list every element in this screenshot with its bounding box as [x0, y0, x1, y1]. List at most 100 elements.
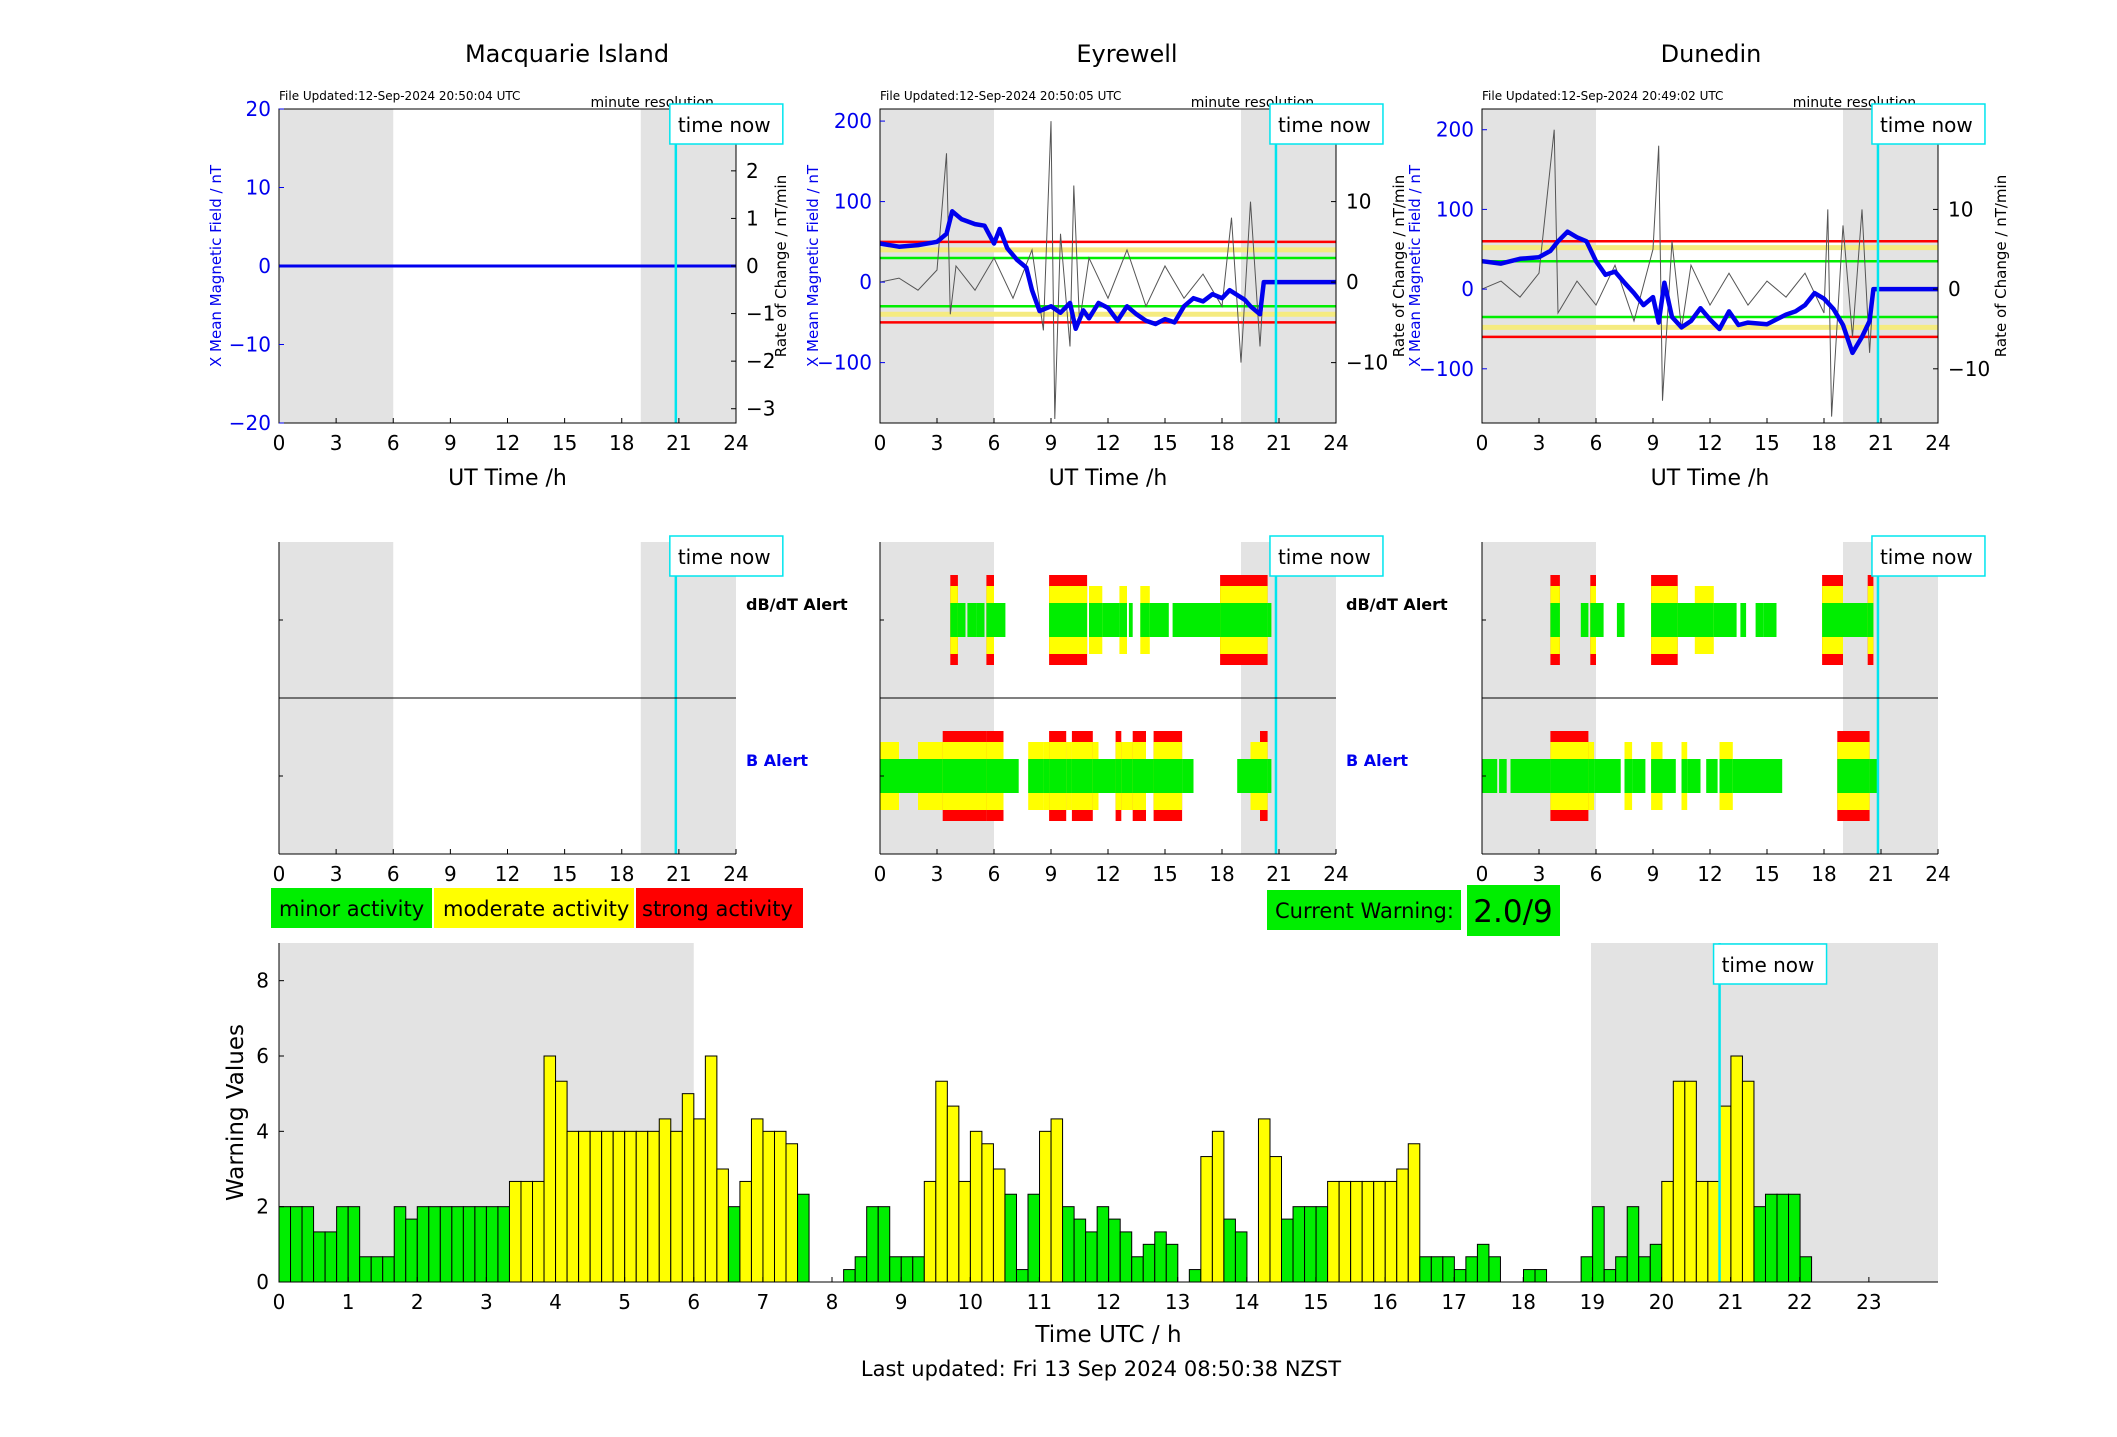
warning-bar — [520, 1180, 534, 1283]
time-now-label: time now — [1278, 545, 1371, 569]
warning-bar — [693, 1118, 706, 1283]
legend-moderate-label: moderate activity — [443, 897, 629, 921]
warning-bar — [1707, 1180, 1720, 1283]
alert-block-minor — [1132, 759, 1146, 793]
warning-bar — [1142, 1243, 1156, 1283]
time-now-label: time now — [1278, 113, 1371, 137]
left-y-axis-label: X Mean Magnetic Field / nT — [1406, 164, 1424, 367]
x-tick-label: 15 — [552, 431, 577, 455]
x-tick-label: 3 — [931, 431, 944, 455]
warning-bar — [543, 1055, 557, 1283]
y-tick-label: −100 — [817, 351, 872, 375]
y-tick-label: 100 — [834, 190, 872, 214]
warning-bar — [462, 1206, 476, 1283]
warning-bar — [1718, 1105, 1732, 1283]
warning-bar — [532, 1180, 545, 1283]
b-alert-label: B Alert — [746, 751, 808, 770]
alert-block-minor — [1596, 603, 1604, 637]
x-tick-label: 9 — [1045, 431, 1058, 455]
x-tick-label: 8 — [826, 1290, 839, 1314]
alert-block-minor — [1867, 603, 1874, 637]
y-tick-label: −10 — [229, 333, 271, 357]
alert-block-minor — [1662, 759, 1676, 793]
warning-bar — [1223, 1218, 1236, 1283]
alert-block-minor — [976, 603, 985, 637]
x-tick-label: 9 — [895, 1290, 908, 1314]
warning-bar — [1015, 1269, 1029, 1283]
x-tick-label: 24 — [723, 431, 748, 455]
warning-bar — [1188, 1269, 1202, 1283]
warning-bar — [1269, 1156, 1283, 1283]
warning-bar — [290, 1206, 303, 1283]
warning-bar — [336, 1206, 349, 1283]
alert-block-minor — [1755, 603, 1764, 637]
x-tick-label: 15 — [552, 862, 577, 886]
right-y-axis-label: Rate of Change / nT/min — [772, 175, 790, 357]
alert-block-minor — [986, 603, 994, 637]
warning-bar — [1361, 1180, 1375, 1283]
warning-bar — [647, 1130, 660, 1283]
x-tick-label: 3 — [931, 862, 944, 886]
warning-bar — [474, 1206, 487, 1283]
warning-bar — [451, 1206, 464, 1283]
warning-bar — [1488, 1256, 1501, 1283]
warning-bar — [785, 1143, 799, 1283]
title-dunedin: Dunedin — [1661, 40, 1762, 68]
alert-block-minor — [942, 759, 987, 793]
x-tick-label: 24 — [723, 862, 748, 886]
warning-bar — [1788, 1193, 1801, 1283]
warning-bar — [359, 1256, 372, 1283]
warning-bar — [497, 1206, 510, 1283]
warning-bar — [601, 1130, 614, 1283]
warning-bar — [1085, 1231, 1098, 1283]
warning-bar — [1799, 1256, 1813, 1283]
y-tick-label: 200 — [1436, 118, 1474, 142]
alert-block-minor — [1066, 759, 1072, 793]
right-y-axis-label: Rate of Change / nT/min — [1992, 175, 2010, 357]
x-tick-label: 7 — [757, 1290, 770, 1314]
y2-tick-label: 10 — [1346, 190, 1371, 214]
x-tick-label: 3 — [1533, 862, 1546, 886]
warning-bar — [1695, 1180, 1709, 1283]
night-shade — [1241, 109, 1336, 423]
time-now-label: time now — [1722, 953, 1815, 977]
warning-bar — [762, 1130, 775, 1283]
y-tick-label: 4 — [256, 1119, 269, 1143]
warning-bar — [439, 1206, 453, 1283]
alert-block-minor — [1028, 759, 1044, 793]
time-now-box — [669, 103, 784, 145]
warning-bar — [1131, 1256, 1144, 1283]
y-tick-label: −100 — [1419, 357, 1474, 381]
x-tick-label: 3 — [330, 431, 343, 455]
legend-minor-label: minor activity — [279, 897, 424, 921]
alert-block-minor — [957, 603, 966, 637]
alert-block-minor — [1677, 603, 1697, 637]
warning-bar — [1384, 1180, 1398, 1283]
file-updated-label: File Updated:12-Sep-2024 20:50:04 UTC — [279, 89, 520, 103]
time-now-label: time now — [1880, 113, 1973, 137]
warning-bar — [797, 1193, 810, 1283]
y2-tick-label: 0 — [1346, 270, 1359, 294]
warning-bar — [1304, 1206, 1317, 1283]
x-tick-label: 1 — [342, 1290, 355, 1314]
warning-bar — [1522, 1269, 1536, 1283]
alert-block-minor — [1550, 759, 1589, 793]
warning-bar — [313, 1231, 326, 1283]
alert-block-minor — [1267, 759, 1272, 793]
x-tick-label: 9 — [1647, 862, 1660, 886]
time-now-box — [1871, 535, 1986, 577]
y2-tick-label: −1 — [746, 302, 775, 326]
x-tick-label: 6 — [1590, 862, 1603, 886]
x-tick-label: 24 — [1925, 431, 1950, 455]
warning-values-chart: 0 1 2 3 4 5 6 7 8 9 10 11 12 13 14 15 16 17 18 19 20 21 22 2302… — [223, 943, 1938, 1348]
legend-strong-label: strong activity — [642, 897, 793, 921]
alert-block-minor — [1869, 759, 1878, 793]
y-tick-label: 100 — [1436, 197, 1474, 221]
warning-bar — [1730, 1055, 1743, 1283]
time-now-label: time now — [678, 545, 771, 569]
x-tick-label: 18 — [609, 862, 634, 886]
warning-bar — [1165, 1243, 1179, 1283]
warning-bar — [1154, 1231, 1167, 1283]
warning-bar — [1039, 1130, 1052, 1283]
